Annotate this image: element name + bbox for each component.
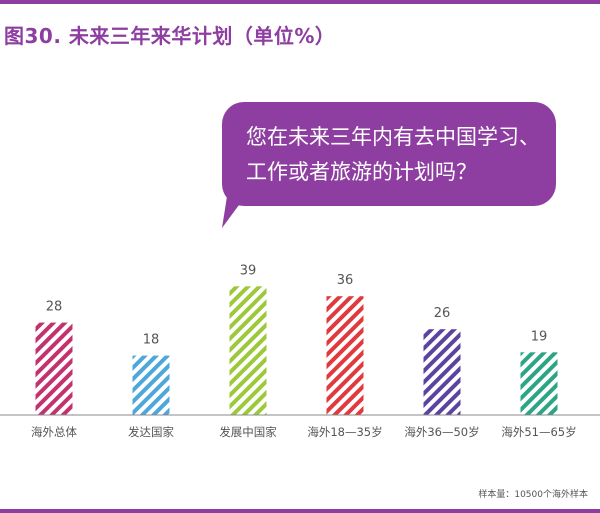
category-label-3: 海外18—35岁 bbox=[307, 425, 382, 439]
value-label-5: 19 bbox=[531, 329, 548, 344]
category-labels-group: 海外总体 发达国家 发展中国家 海外18—35岁 海外36—50岁 海外51—65岁 bbox=[31, 425, 577, 439]
value-label-0: 28 bbox=[46, 300, 63, 315]
bar-4 bbox=[423, 329, 461, 415]
bar-5 bbox=[520, 352, 558, 415]
question-line-2: 工作或者旅游的计划吗？ bbox=[246, 160, 477, 184]
value-label-4: 26 bbox=[434, 306, 451, 321]
sample-size-note: 样本量：10500个海外样本 bbox=[478, 490, 588, 500]
category-label-2: 发展中国家 bbox=[219, 425, 277, 439]
category-label-4: 海外36—50岁 bbox=[404, 425, 479, 439]
question-bubble: 您在未来三年内有去中国学习、 工作或者旅游的计划吗？ bbox=[222, 102, 556, 206]
category-label-1: 发达国家 bbox=[128, 425, 174, 439]
bottom-rule bbox=[0, 509, 600, 513]
bar-2 bbox=[229, 286, 267, 415]
category-label-0: 海外总体 bbox=[31, 425, 77, 439]
bar-1 bbox=[132, 355, 170, 415]
top-rule bbox=[0, 0, 600, 4]
value-label-2: 39 bbox=[240, 263, 257, 278]
value-label-1: 18 bbox=[143, 333, 160, 348]
value-labels-group: 28 18 39 36 26 19 bbox=[46, 263, 548, 347]
value-label-3: 36 bbox=[337, 273, 354, 288]
chart-title: 图30. 未来三年来华计划（单位%） bbox=[4, 24, 336, 48]
bar-0 bbox=[35, 322, 73, 415]
bars-group bbox=[35, 286, 558, 415]
question-line-1: 您在未来三年内有去中国学习、 bbox=[246, 125, 540, 149]
bar-3 bbox=[326, 296, 364, 415]
category-label-5: 海外51—65岁 bbox=[501, 425, 576, 439]
